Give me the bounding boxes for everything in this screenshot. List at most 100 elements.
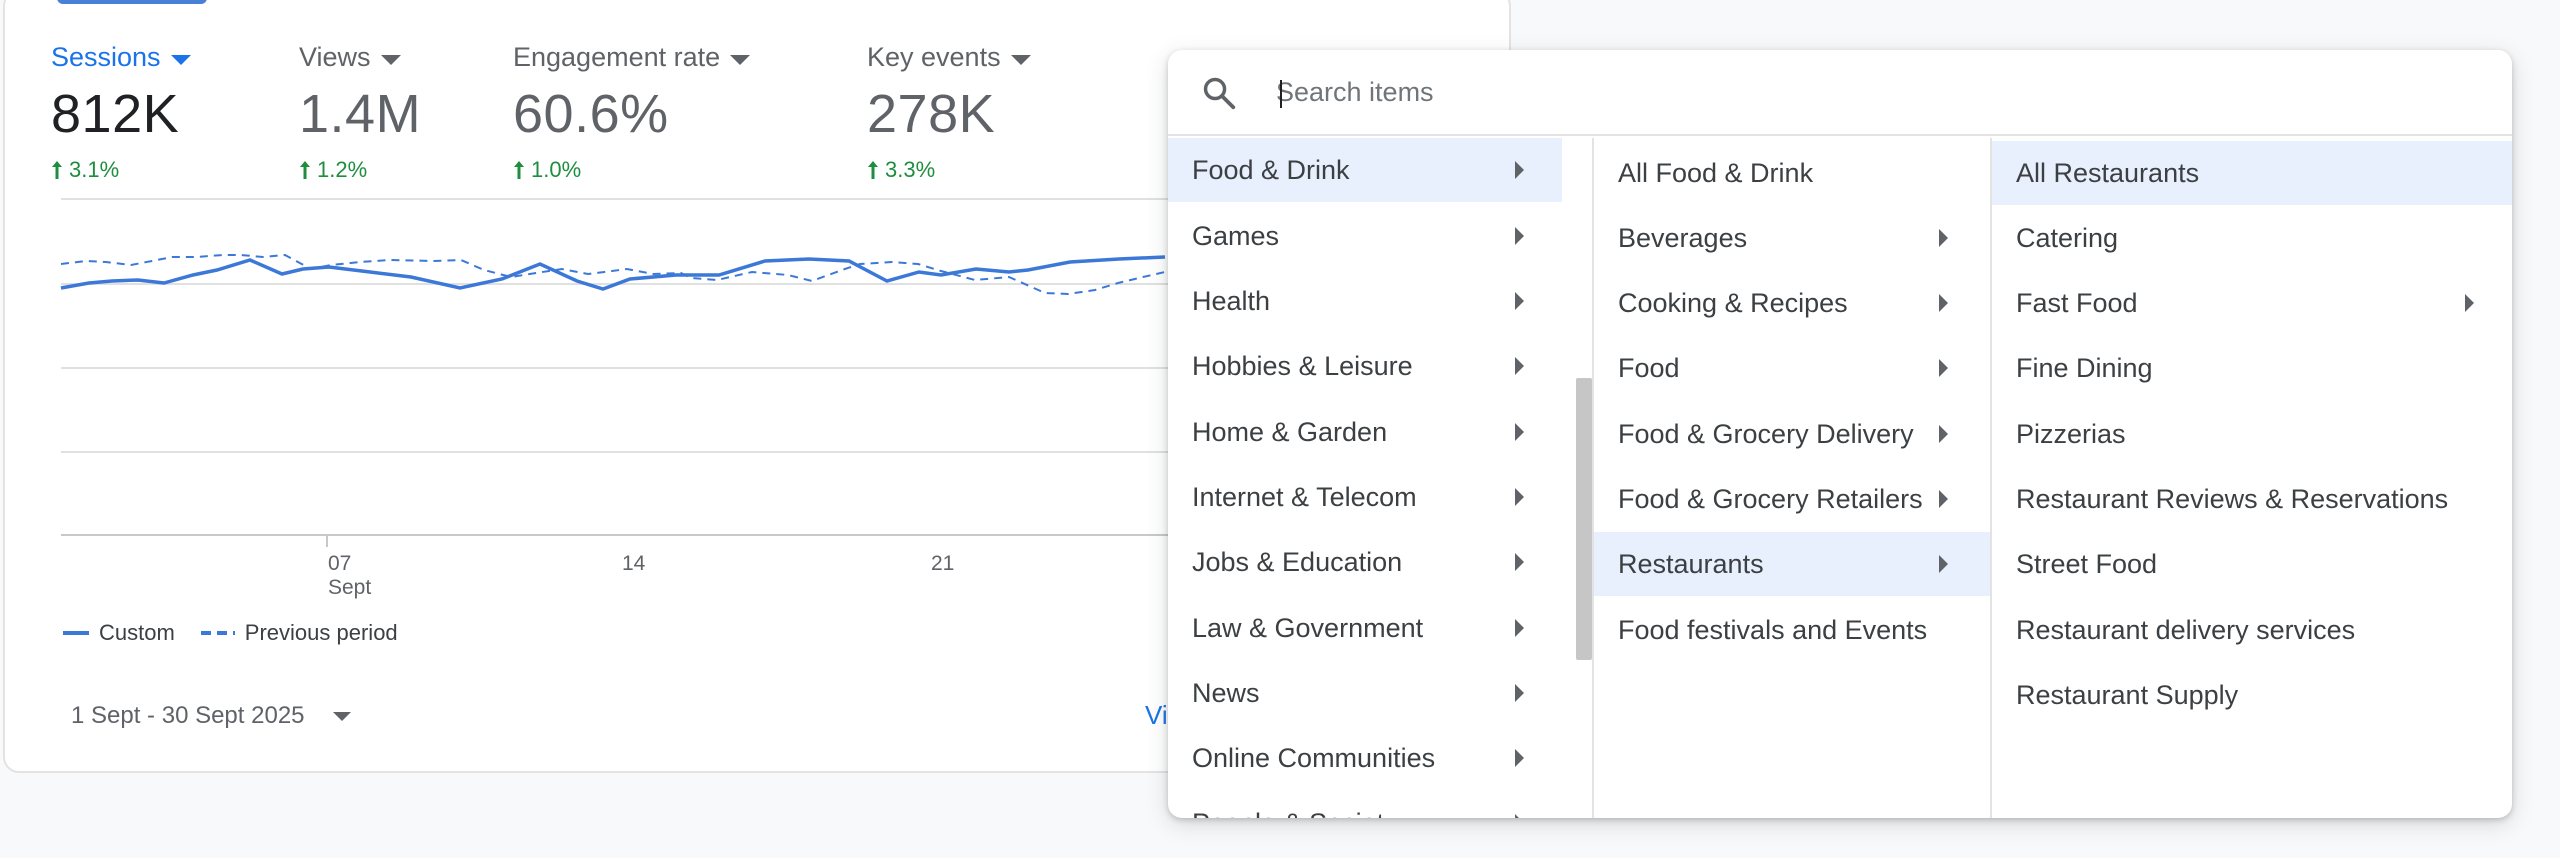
metric-label-dropdown[interactable]: Sessions (51, 42, 191, 73)
category-label: Jobs & Education (1192, 546, 1403, 577)
category-label: Restaurants (1618, 548, 1764, 579)
category-label: Internet & Telecom (1192, 481, 1417, 512)
chevron-right-icon (1515, 749, 1524, 767)
category-label: Online Communities (1192, 742, 1436, 773)
category-item-news[interactable]: News (1168, 661, 1562, 725)
metric-label-dropdown[interactable]: Engagement rate (513, 42, 751, 73)
category-item-food[interactable]: Food (1594, 336, 1990, 400)
metric-label: Engagement rate (513, 42, 721, 72)
category-label: Food festivals and Events (1618, 614, 1928, 645)
category-picker-panel: Food & Drink Games Health Hobbies & Leis… (1168, 50, 2512, 818)
chevron-right-icon (1515, 619, 1524, 637)
category-item-restaurant-delivery-services[interactable]: Restaurant delivery services (1992, 598, 2512, 662)
chevron-right-icon (1939, 490, 1948, 508)
legend-label: Custom (99, 620, 175, 645)
scrollbar-thumb[interactable] (1576, 378, 1592, 660)
arrow-up-icon (868, 161, 878, 179)
chevron-right-icon (1939, 555, 1948, 573)
category-label: Games (1192, 220, 1280, 251)
metric-label: Views (299, 42, 371, 72)
category-item-food-drink[interactable]: Food & Drink (1168, 138, 1562, 202)
legend-item-current: Custom (63, 620, 175, 646)
metric-label-dropdown[interactable]: Key events (867, 42, 1031, 73)
category-item-restaurant-reviews-reservations[interactable]: Restaurant Reviews & Reservations (1992, 467, 2512, 531)
chevron-right-icon (1939, 359, 1948, 377)
metric-label-dropdown[interactable]: Views (299, 42, 421, 73)
category-item-cooking-recipes[interactable]: Cooking & Recipes (1594, 271, 1990, 335)
date-range-dropdown[interactable]: 1 Sept - 30 Sept 2025 (71, 702, 351, 730)
category-item-street-food[interactable]: Street Food (1992, 532, 2512, 596)
metric-change: 1.0% (513, 157, 750, 183)
chevron-right-icon (1939, 229, 1948, 247)
metric-value: 812K (51, 84, 180, 144)
metric-label: Key events (867, 42, 1001, 72)
chevron-right-icon (1939, 294, 1948, 312)
chevron-right-icon (1515, 553, 1524, 571)
caret-down-icon (170, 54, 191, 65)
category-label: Cooking & Recipes (1618, 287, 1848, 318)
current-period-line (60, 255, 1166, 291)
category-item-food-grocery-delivery[interactable]: Food & Grocery Delivery (1594, 402, 1990, 466)
category-item-restaurant-supply[interactable]: Restaurant Supply (1992, 663, 2512, 727)
metric-key-events[interactable]: Key events 278K 3.3% (867, 42, 1031, 183)
view-report-link[interactable]: Vi (1145, 700, 1168, 730)
category-item-health[interactable]: Health (1168, 269, 1562, 333)
metric-change: 1.2% (299, 157, 421, 183)
chevron-right-icon (2465, 294, 2474, 312)
category-label: All Food & Drink (1618, 157, 1814, 188)
category-label: Restaurant Supply (2016, 679, 2239, 710)
category-label: All Restaurants (2016, 157, 2200, 188)
category-item-jobs-education[interactable]: Jobs & Education (1168, 530, 1562, 594)
category-item-fine-dining[interactable]: Fine Dining (1992, 336, 2512, 400)
category-label: News (1192, 677, 1260, 708)
caret-down-icon (1010, 54, 1031, 65)
chevron-right-icon (1515, 488, 1524, 506)
category-item-food-grocery-retailers[interactable]: Food & Grocery Retailers (1594, 467, 1990, 531)
category-item-home-garden[interactable]: Home & Garden (1168, 400, 1562, 464)
category-label: Food & Drink (1192, 154, 1350, 185)
category-item-hobbies-leisure[interactable]: Hobbies & Leisure (1168, 334, 1562, 398)
arrow-up-icon (52, 161, 62, 179)
category-item-games[interactable]: Games (1168, 204, 1562, 268)
x-tick-label: 07 (328, 552, 352, 575)
metric-sessions[interactable]: Sessions 812K 3.1% (51, 42, 191, 183)
category-item-beverages[interactable]: Beverages (1594, 206, 1990, 270)
category-item-internet-telecom[interactable]: Internet & Telecom (1168, 465, 1562, 529)
category-item-law-government[interactable]: Law & Government (1168, 596, 1562, 660)
active-tab-indicator (57, 0, 207, 4)
category-item-all-restaurants[interactable]: All Restaurants (1992, 141, 2512, 205)
category-item-restaurants[interactable]: Restaurants (1594, 532, 1990, 596)
metric-engagement-rate[interactable]: Engagement rate 60.6% 1.0% (513, 42, 751, 183)
category-label: Street Food (2016, 548, 2158, 579)
category-label: People & Society (1192, 808, 1398, 819)
category-label: Food & Grocery Retailers (1618, 483, 1923, 514)
category-item-online-communities[interactable]: Online Communities (1168, 726, 1562, 790)
category-item-all-food-drink[interactable]: All Food & Drink (1594, 141, 1990, 205)
arrow-up-icon (300, 161, 310, 179)
metric-change-value: 1.2% (317, 157, 368, 182)
category-label: Pizzerias (2016, 418, 2126, 449)
search-icon (1203, 77, 1236, 110)
category-item-catering[interactable]: Catering (1992, 206, 2512, 270)
metric-change-value: 3.1% (69, 157, 120, 182)
search-input[interactable] (1276, 64, 2476, 120)
chevron-right-icon (1515, 814, 1524, 818)
category-item-people-society[interactable]: People & Society (1168, 791, 1562, 818)
category-column-level-2: All Food & Drink Beverages Cooking & Rec… (1594, 138, 1992, 818)
category-label: Fast Food (2016, 287, 2138, 318)
category-item-fast-food[interactable]: Fast Food (1992, 271, 2512, 335)
arrow-up-icon (514, 161, 524, 179)
chevron-right-icon (1515, 161, 1524, 179)
category-label: Law & Government (1192, 612, 1424, 643)
category-item-food-festivals-events[interactable]: Food festivals and Events (1594, 598, 1990, 662)
category-label: Food & Grocery Delivery (1618, 418, 1914, 449)
legend-label: Previous period (244, 620, 398, 645)
metric-label: Sessions (51, 42, 161, 72)
metric-views[interactable]: Views 1.4M 1.2% (299, 42, 421, 183)
solid-line-swatch-icon (63, 631, 89, 635)
legend-item-previous: Previous period (200, 620, 398, 646)
category-item-pizzerias[interactable]: Pizzerias (1992, 402, 2512, 466)
caret-down-icon (332, 711, 351, 721)
metric-change: 3.1% (51, 157, 191, 183)
category-label: Restaurant Reviews & Reservations (2016, 483, 2449, 514)
